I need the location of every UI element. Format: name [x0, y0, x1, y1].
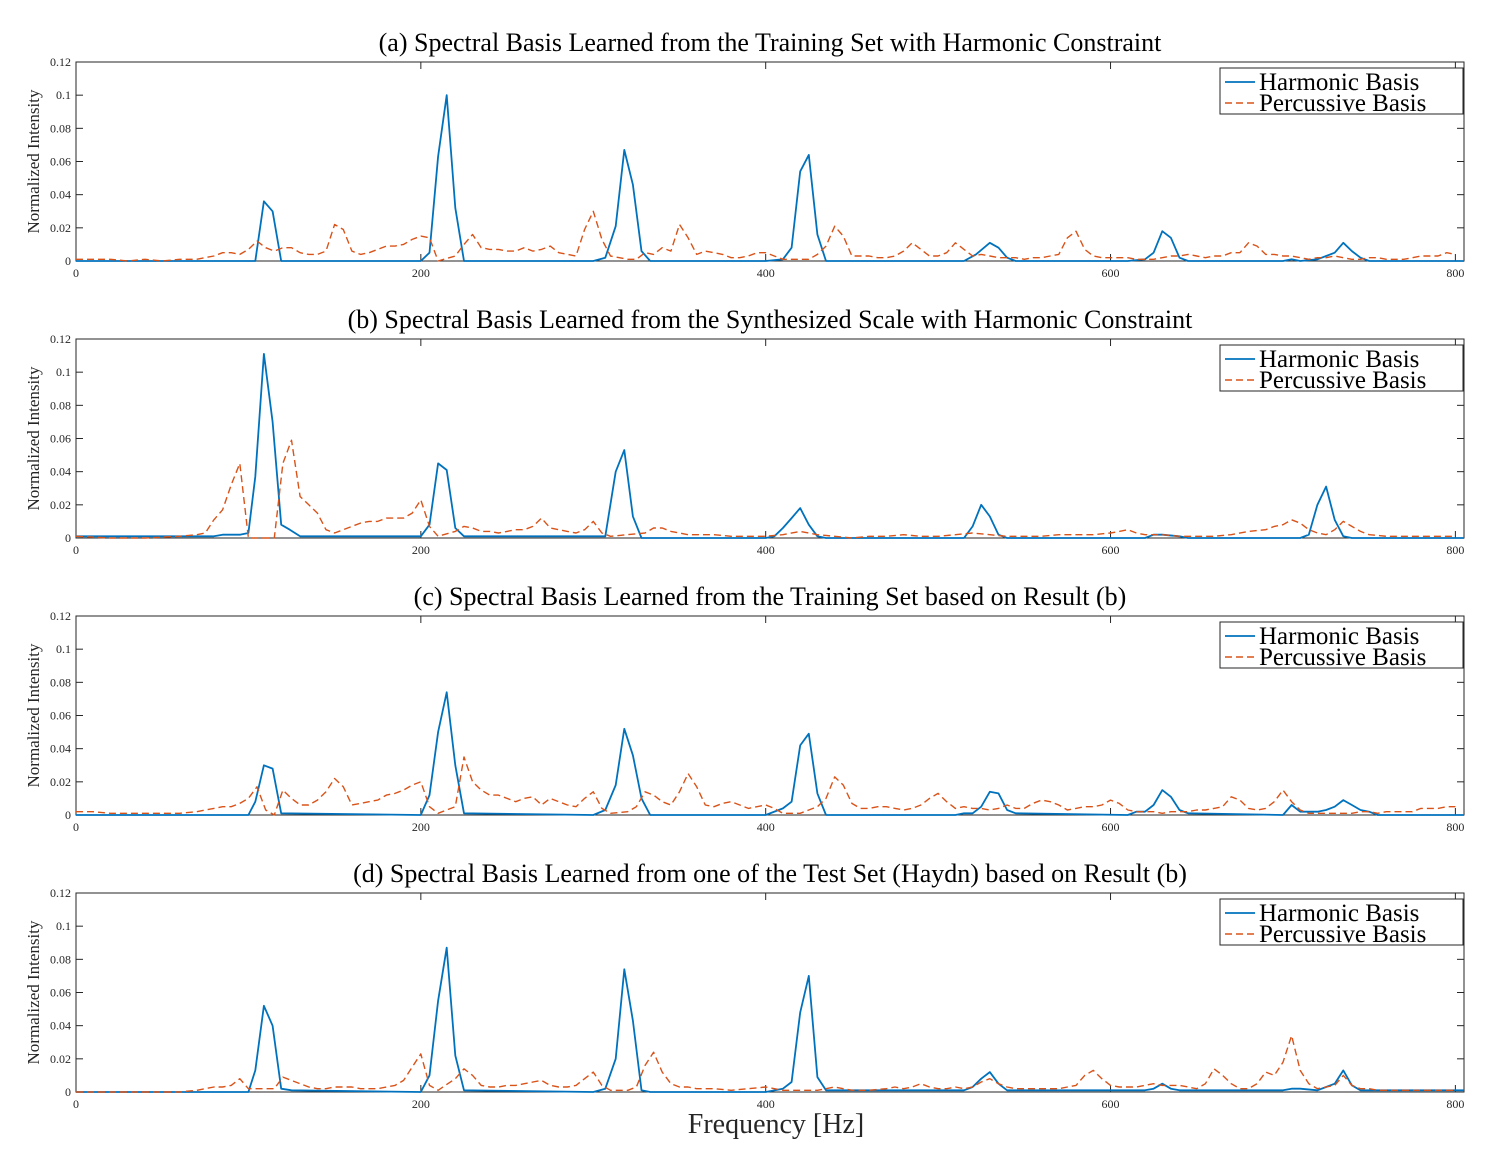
- percussive-basis-line: [76, 1034, 1456, 1093]
- y-tick-label: 0.08: [50, 121, 71, 135]
- y-tick-label: 0.12: [50, 609, 71, 623]
- y-axis-label: Normalized Intensity: [24, 89, 43, 233]
- y-tick-label: 0.04: [50, 465, 71, 479]
- panel-d: (d) Spectral Basis Learned from one of t…: [24, 859, 1465, 1111]
- y-tick-label: 0: [65, 531, 71, 545]
- y-tick-label: 0.02: [50, 775, 71, 789]
- harmonic-basis-line: [76, 691, 1464, 816]
- legend-label-percussive: Percussive Basis: [1259, 921, 1426, 948]
- y-tick-label: 0: [65, 254, 71, 268]
- y-axis-label: Normalized Intensity: [24, 366, 43, 510]
- y-tick-label: 0.08: [50, 952, 71, 966]
- x-tick-label: 400: [757, 543, 775, 557]
- legend-label-harmonic: Harmonic Basis: [1259, 623, 1419, 650]
- x-tick-label: 400: [757, 820, 775, 834]
- y-tick-label: 0.1: [56, 365, 71, 379]
- y-tick-label: 0.08: [50, 675, 71, 689]
- x-tick-label: 200: [412, 820, 430, 834]
- y-axis-label: Normalized Intensity: [24, 643, 43, 787]
- x-tick-label: 0: [73, 266, 79, 280]
- panel-title: (b) Spectral Basis Learned from the Synt…: [348, 305, 1194, 334]
- legend-label-harmonic: Harmonic Basis: [1259, 69, 1419, 96]
- x-tick-label: 800: [1446, 820, 1464, 834]
- legend-label-percussive: Percussive Basis: [1259, 644, 1426, 671]
- y-tick-label: 0.02: [50, 498, 71, 512]
- x-tick-label: 800: [1446, 266, 1464, 280]
- x-tick-label: 200: [412, 1097, 430, 1111]
- y-tick-label: 0.06: [50, 709, 71, 723]
- x-tick-label: 600: [1102, 543, 1120, 557]
- harmonic-basis-line: [76, 94, 1464, 262]
- percussive-basis-line: [76, 756, 1456, 816]
- percussive-basis-line: [75, 439, 1456, 539]
- x-tick-label: 400: [757, 266, 775, 280]
- x-tick-label: 800: [1446, 1097, 1464, 1111]
- y-tick-label: 0: [65, 1085, 71, 1099]
- y-tick-label: 0.04: [50, 1019, 71, 1033]
- x-tick-label: 600: [1102, 1097, 1120, 1111]
- global-x-axis-label: Frequency [Hz]: [688, 1109, 864, 1140]
- y-tick-label: 0.12: [50, 886, 71, 900]
- legend-box: [1219, 621, 1464, 669]
- y-tick-label: 0.04: [50, 188, 71, 202]
- y-tick-label: 0.06: [50, 432, 71, 446]
- x-tick-label: 600: [1102, 820, 1120, 834]
- harmonic-basis-line: [76, 946, 1464, 1093]
- y-tick-label: 0.1: [56, 642, 71, 656]
- y-axis-label: Normalized Intensity: [24, 920, 43, 1064]
- y-tick-label: 0.12: [50, 332, 71, 346]
- legend-box: [1219, 898, 1464, 946]
- legend-box: [1219, 344, 1464, 392]
- y-tick-label: 0.1: [56, 88, 71, 102]
- y-tick-label: 0.06: [50, 986, 71, 1000]
- y-tick-label: 0.02: [50, 1052, 71, 1066]
- y-tick-label: 0.04: [50, 742, 71, 756]
- y-tick-label: 0.12: [50, 55, 71, 69]
- legend-label-percussive: Percussive Basis: [1259, 367, 1426, 394]
- legend-label-harmonic: Harmonic Basis: [1259, 900, 1419, 927]
- y-tick-label: 0.1: [56, 919, 71, 933]
- x-tick-label: 0: [73, 1097, 79, 1111]
- y-tick-label: 0.02: [50, 221, 71, 235]
- legend-label-harmonic: Harmonic Basis: [1259, 346, 1419, 373]
- x-tick-label: 200: [412, 543, 430, 557]
- panel-title: (d) Spectral Basis Learned from one of t…: [353, 859, 1187, 888]
- panel-title: (c) Spectral Basis Learned from the Trai…: [414, 582, 1127, 611]
- x-tick-label: 600: [1102, 266, 1120, 280]
- legend-box: [1219, 67, 1464, 115]
- panel-a: (a) Spectral Basis Learned from the Trai…: [24, 28, 1465, 280]
- y-tick-label: 0.08: [50, 398, 71, 412]
- panel-b: (b) Spectral Basis Learned from the Synt…: [24, 305, 1465, 557]
- x-tick-label: 0: [73, 543, 79, 557]
- y-tick-label: 0.06: [50, 155, 71, 169]
- x-tick-label: 800: [1446, 543, 1464, 557]
- panel-c: (c) Spectral Basis Learned from the Trai…: [24, 582, 1465, 834]
- x-tick-label: 400: [757, 1097, 775, 1111]
- y-tick-label: 0: [65, 808, 71, 822]
- x-tick-label: 0: [73, 820, 79, 834]
- panel-title: (a) Spectral Basis Learned from the Trai…: [379, 28, 1163, 57]
- x-tick-label: 200: [412, 266, 430, 280]
- legend-label-percussive: Percussive Basis: [1259, 90, 1426, 117]
- percussive-basis-line: [76, 210, 1456, 262]
